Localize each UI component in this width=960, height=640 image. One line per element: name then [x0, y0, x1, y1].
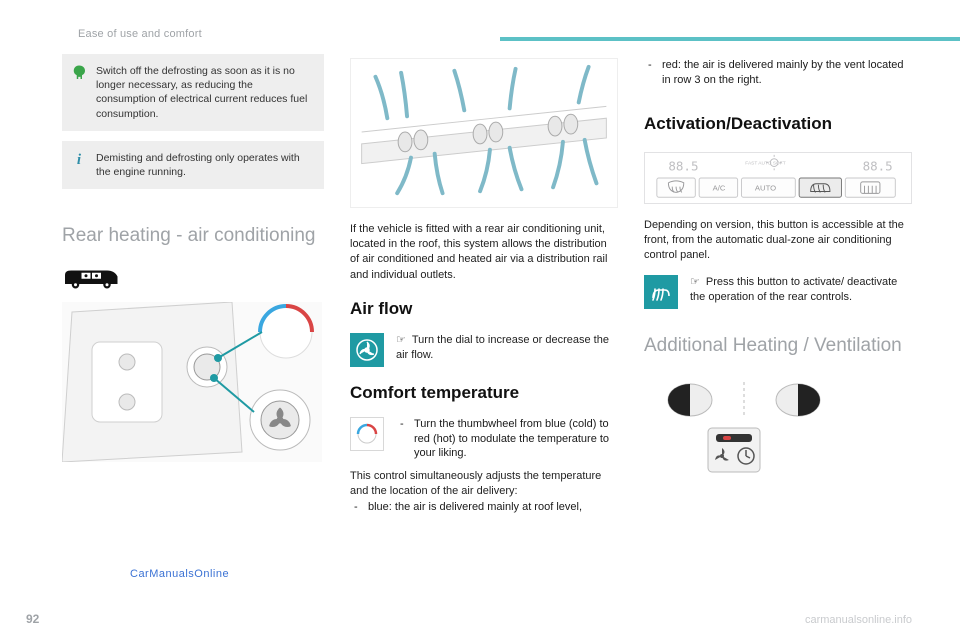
column-1: Switch off the defrosting as soon as it … — [62, 54, 324, 514]
airflow-body: Turn the dial to increase or decrease th… — [396, 334, 609, 361]
comfort-after-text: This control simultaneously adjusts the … — [350, 469, 618, 499]
delivery-red: red: the air is delivered mainly by the … — [644, 58, 912, 88]
comfort-row: Turn the thumbwheel from blue (cold) to … — [350, 417, 618, 462]
rear-controls-illustration — [62, 302, 322, 462]
airflow-row: ☞Turn the dial to increase or decrease t… — [350, 333, 618, 367]
comfort-heading: Comfort temperature — [350, 383, 618, 403]
rear-heating-heading: Rear heating - air conditioning — [62, 225, 324, 248]
pointer-icon: ☞ — [396, 334, 406, 346]
eco-tree-icon — [70, 64, 88, 82]
center-watermark: CarManualsOnline — [130, 568, 229, 580]
panel-mode-label: FAST AUTO SOFT — [745, 160, 785, 166]
column-3: red: the air is delivered mainly by the … — [644, 54, 912, 514]
roof-outlets-illustration — [350, 58, 618, 208]
delivery-list-cont: red: the air is delivered mainly by the … — [644, 58, 912, 88]
pointer-icon: ☞ — [690, 276, 700, 288]
delivery-list: blue: the air is delivered mainly at roo… — [350, 500, 618, 515]
footer-watermark: carmanualsonline.info — [805, 614, 912, 626]
press-body: Press this button to activate/ deactivat… — [690, 276, 897, 303]
info-tip-text: Demisting and defrosting only operates w… — [96, 152, 300, 178]
delivery-blue: blue: the air is delivered mainly at roo… — [350, 500, 618, 515]
page-number: 92 — [26, 612, 39, 626]
panel-auto-label: AUTO — [755, 183, 776, 192]
panel-temp-right: 88.5 — [863, 158, 893, 173]
additional-heating-heading: Additional Heating / Ventilation — [644, 335, 912, 358]
activation-body: Depending on version, this button is acc… — [644, 218, 912, 264]
airflow-text: ☞Turn the dial to increase or decrease t… — [396, 333, 618, 363]
additional-heating-illustration — [644, 380, 844, 480]
van-icon — [62, 262, 122, 294]
info-tip-box: i Demisting and defrosting only operates… — [62, 141, 324, 189]
climate-panel-illustration: 88.5 88.5 FAST AUTO SOFT A/C AUTO — [644, 152, 912, 204]
manual-page: Ease of use and comfort Switch off the d… — [0, 0, 960, 640]
activation-heading: Activation/Deactivation — [644, 114, 912, 134]
panel-ac-label: A/C — [713, 183, 726, 192]
info-icon: i — [70, 151, 88, 169]
fan-icon-button — [350, 333, 384, 367]
comfort-bullet: Turn the thumbwheel from blue (cold) to … — [396, 417, 618, 462]
eco-tip-box: Switch off the defrosting as soon as it … — [62, 54, 324, 131]
panel-temp-left: 88.5 — [668, 158, 698, 173]
accent-bar — [500, 37, 960, 41]
comfort-list: Turn the thumbwheel from blue (cold) to … — [396, 417, 618, 462]
temp-dial-icon — [350, 417, 384, 451]
rear-seat-air-icon — [644, 275, 678, 309]
press-row: ☞Press this button to activate/ deactiva… — [644, 275, 912, 309]
airflow-heading: Air flow — [350, 299, 618, 319]
eco-tip-text: Switch off the defrosting as soon as it … — [96, 65, 307, 120]
columns: Switch off the defrosting as soon as it … — [48, 54, 912, 514]
column-2: If the vehicle is fitted with a rear air… — [350, 54, 618, 514]
roof-intro-text: If the vehicle is fitted with a rear air… — [350, 222, 618, 283]
press-text: ☞Press this button to activate/ deactiva… — [690, 275, 912, 305]
